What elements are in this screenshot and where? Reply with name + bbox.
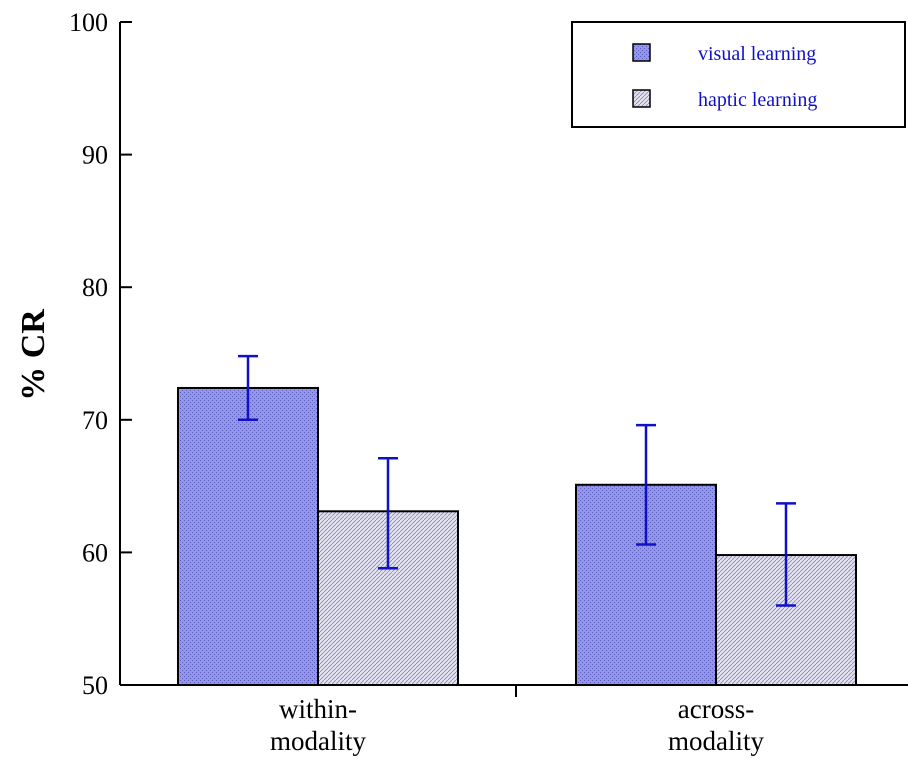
x-category-labels: within-modality across-modality	[270, 694, 764, 756]
error-bars	[238, 354, 796, 607]
legend-swatch-haptic	[632, 89, 651, 108]
y-tick-label-60: 60	[82, 538, 108, 567]
legend-label-visual: visual learning	[698, 43, 816, 65]
y-tick-label-100: 100	[69, 8, 108, 37]
x-category-label-across-modality: across-modality	[668, 694, 764, 756]
legend: visual learning haptic learning	[571, 21, 906, 128]
x-category-label-within-modality: within-modality	[270, 694, 366, 756]
y-ticks: 50 60 70 80 90 100	[69, 8, 132, 700]
legend-label-haptic: haptic learning	[698, 89, 817, 111]
y-tick-label-70: 70	[82, 406, 108, 435]
y-tick-label-80: 80	[82, 273, 108, 302]
y-tick-label-90: 90	[82, 141, 108, 170]
bar-visual-within-modality	[177, 386, 319, 686]
y-tick-label-50: 50	[82, 671, 108, 700]
y-axis-label: % CR	[15, 309, 52, 401]
legend-box	[571, 21, 906, 128]
bars	[177, 386, 857, 686]
legend-swatch-visual	[632, 43, 651, 62]
